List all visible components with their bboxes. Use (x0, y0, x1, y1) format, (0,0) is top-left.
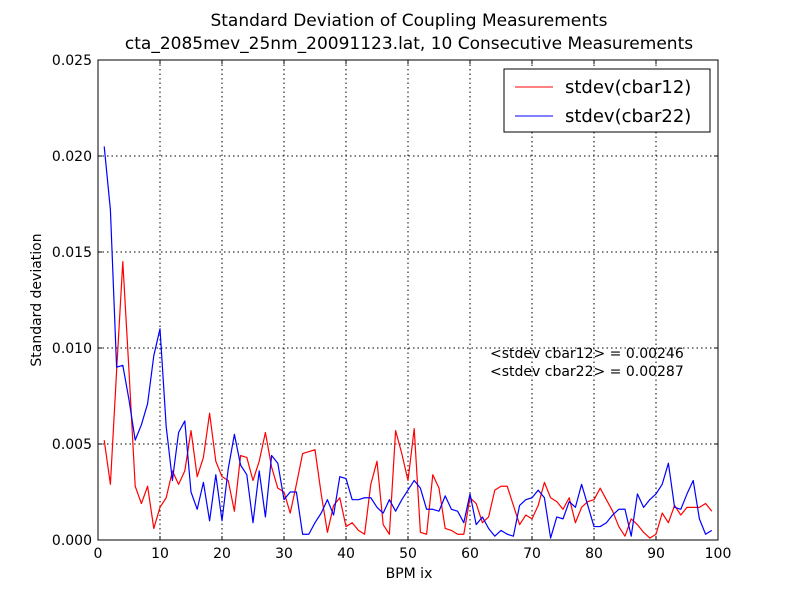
legend-label-cbar12: stdev(cbar12) (565, 77, 691, 98)
series-line-cbar22 (103, 146, 713, 539)
series-layer (103, 146, 713, 539)
x-tick-label: 50 (399, 546, 417, 562)
legend: stdev(cbar12) stdev(cbar22) (503, 68, 711, 133)
legend-label-cbar22: stdev(cbar22) (565, 106, 691, 127)
chart-subtitle: cta_2085mev_25nm_20091123.lat, 10 Consec… (125, 34, 693, 54)
y-tick-label: 0.010 (52, 341, 92, 357)
legend-box (503, 68, 711, 133)
x-axis-label: BPM ix (386, 566, 433, 582)
y-tick-label: 0.020 (52, 149, 92, 165)
x-tick-label: 30 (275, 546, 293, 562)
chart-title: Standard Deviation of Coupling Measureme… (210, 11, 607, 31)
ticks: 0 10 20 30 40 50 60 70 80 90 100 0.000 0.005 0.010 0.0… (52, 53, 731, 562)
y-tick-label: 0.005 (52, 437, 92, 453)
annotation-mean-cbar12: <stdev cbar12> = 0.00246 (490, 346, 684, 362)
y-tick-label: 0.015 (52, 245, 92, 261)
x-tick-label: 40 (337, 546, 355, 562)
series-line-cbar12 (103, 261, 713, 539)
x-tick-label: 10 (151, 546, 169, 562)
y-tick-label: 0.000 (52, 533, 92, 549)
y-tick-label: 0.025 (52, 53, 92, 69)
x-tick-label: 20 (213, 546, 231, 562)
x-tick-label: 80 (585, 546, 603, 562)
annotation-mean-cbar22: <stdev cbar22> = 0.00287 (490, 364, 684, 380)
x-tick-label: 90 (647, 546, 665, 562)
y-axis-label: Standard deviation (29, 233, 45, 366)
x-tick-label: 100 (705, 546, 732, 562)
grid (98, 60, 718, 540)
x-tick-label: 70 (523, 546, 541, 562)
x-tick-label: 0 (94, 546, 103, 562)
x-tick-label: 60 (461, 546, 479, 562)
